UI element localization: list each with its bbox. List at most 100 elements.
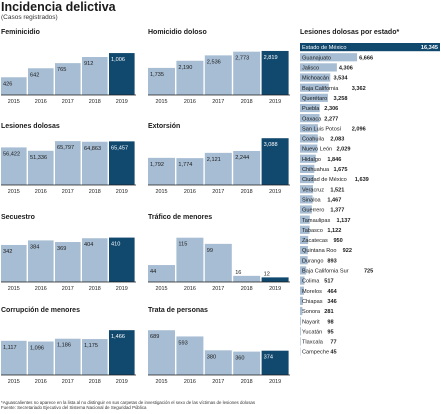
year-label-corrupcion-de-menores-2017: 2017 [62, 379, 74, 385]
state-label-tamaulipas: Tamaulipas [302, 218, 330, 224]
value-label-corrupcion-de-menores-2017: 1,186 [57, 343, 71, 349]
chart-title-homicidio-doloso: Homicidio doloso [148, 29, 207, 36]
year-label-trafico-de-menores-2017: 2017 [212, 286, 224, 292]
bar-secuestro-2017 [55, 242, 81, 283]
chart-title-lesiones-dolosas: Lesiones dolosas [1, 123, 60, 130]
year-label-secuestro-2019: 2019 [116, 286, 128, 292]
state-value-baja-california-sur: 725 [364, 269, 373, 275]
hbar-queretaro [300, 93, 328, 102]
value-label-trafico-de-menores-2017: 99 [207, 248, 213, 254]
hbar-michoacan [300, 73, 331, 82]
bar-homicidio-doloso-2018 [233, 51, 261, 95]
state-value-durango: 893 [327, 258, 336, 264]
hbar-sonora [300, 306, 303, 316]
year-label-extorsion-2019: 2019 [269, 189, 281, 195]
value-label-trafico-de-menores-2018: 16 [235, 270, 241, 276]
chart-title-trata-de-personas: Trata de personas [148, 307, 208, 314]
state-value-oaxaca: 2,277 [324, 116, 338, 122]
bar-corrupcion-de-menores-2019 [109, 330, 135, 375]
state-value-nayarit: 98 [327, 319, 333, 325]
bar-corrupcion-de-menores-2018 [82, 339, 108, 375]
page-subtitle: (Casos registrados) [1, 14, 58, 21]
state-value-queretaro: 3,258 [333, 96, 347, 102]
hbar-oaxaca [300, 114, 320, 123]
chart-title-extorsion: Extorsión [148, 123, 180, 130]
state-value-tlaxcala: 77 [330, 340, 336, 346]
hbar-sinaloa [300, 195, 313, 204]
year-label-trata-de-personas-2019: 2019 [269, 379, 281, 385]
hbar-coahuila [300, 134, 318, 143]
hbar-tabasco [300, 225, 310, 234]
bar-trata-de-personas-2017 [204, 350, 232, 375]
footnote-source: Fuente: Secretariado Ejecutivo del Siste… [1, 405, 147, 411]
value-label-trata-de-personas-2016: 593 [178, 340, 187, 346]
hbar-zacatecas [300, 235, 309, 245]
chart-title-corrupcion-de-menores: Corrupción de menores [1, 307, 80, 314]
bar-trata-de-personas-2018 [233, 351, 261, 375]
value-label-corrupcion-de-menores-2016: 1,096 [30, 345, 44, 351]
bar-lesiones-dolosas-2015 [1, 147, 27, 185]
bar-trata-de-personas-2016 [176, 336, 204, 375]
bar-trafico-de-menores-2017 [204, 243, 232, 282]
hbar-baja-california-sur [300, 266, 307, 275]
bar-corrupcion-de-menores-2016 [28, 341, 54, 375]
hbar-baja-california [300, 83, 329, 92]
hbar-nayarit [300, 317, 301, 326]
bar-trafico-de-menores-2019 [261, 277, 289, 282]
bar-feminicidio-2018 [82, 57, 108, 95]
hbar-morelos [300, 286, 304, 295]
value-label-trata-de-personas-2017: 380 [207, 354, 216, 360]
hbar-durango [300, 256, 308, 265]
value-label-corrupcion-de-menores-2015: 1,117 [3, 345, 17, 351]
year-label-feminicidio-2017: 2017 [62, 99, 74, 105]
value-label-trata-de-personas-2019: 374 [264, 355, 273, 361]
year-label-feminicidio-2018: 2018 [89, 99, 101, 105]
page-title: Incidencia delictiva [1, 0, 116, 14]
bar-feminicidio-2017 [55, 63, 81, 95]
bar-corrupcion-de-menores-2017 [55, 338, 81, 375]
chart-title-trafico-de-menores: Tráfico de menores [148, 214, 212, 221]
state-value-ciudad-de-mexico: 1,639 [355, 177, 369, 183]
year-label-corrupcion-de-menores-2015: 2015 [8, 379, 20, 385]
year-label-secuestro-2018: 2018 [89, 286, 101, 292]
state-value-chihuahua: 1,675 [333, 167, 347, 173]
year-label-trafico-de-menores-2019: 2019 [269, 286, 281, 292]
year-label-trafico-de-menores-2018: 2018 [241, 286, 253, 292]
value-label-lesiones-dolosas-2019: 65,457 [111, 145, 128, 151]
value-label-extorsion-2016: 1,774 [178, 162, 192, 168]
value-label-trafico-de-menores-2016: 115 [178, 242, 187, 248]
state-value-coahuila: 2,083 [330, 137, 344, 143]
state-label-guanajuato: Guanajuato [302, 55, 331, 61]
hbar-hidalgo [300, 154, 316, 163]
year-label-homicidio-doloso-2016: 2016 [184, 99, 196, 105]
year-label-lesiones-dolosas-2019: 2019 [116, 189, 128, 195]
hbar-quintana-roo [300, 246, 308, 255]
state-label-san-luis-potosi: San Luis Potosí [302, 126, 342, 132]
year-label-trafico-de-menores-2016: 2016 [184, 286, 196, 292]
value-label-lesiones-dolosas-2017: 65,797 [57, 145, 74, 151]
year-label-secuestro-2016: 2016 [35, 286, 47, 292]
bar-lesiones-dolosas-2019 [109, 141, 135, 185]
footnote: *Aguascalientes no aparece en la lista a… [1, 400, 441, 410]
value-label-secuestro-2016: 384 [30, 244, 39, 250]
state-label-campeche: Campeche [302, 350, 329, 356]
state-label-jalisco: Jalisco [302, 66, 319, 72]
hbar-chiapas [300, 296, 303, 305]
state-label-nayarit: Nayarit [302, 319, 320, 325]
state-label-chihuahua: Chihuahua [302, 167, 330, 173]
state-label-tabasco: Tabasco [302, 228, 323, 234]
state-label-chiapas: Chiapas [302, 299, 323, 305]
year-label-corrupcion-de-menores-2016: 2016 [35, 379, 47, 385]
value-label-trafico-de-menores-2015: 44 [150, 269, 156, 275]
state-label-puebla: Puebla [302, 106, 320, 112]
year-label-trata-de-personas-2017: 2017 [212, 379, 224, 385]
value-label-feminicidio-2016: 642 [30, 72, 39, 78]
year-label-trata-de-personas-2015: 2015 [156, 379, 168, 385]
bar-feminicidio-2019 [109, 53, 135, 95]
hbar-tlaxcala [300, 337, 301, 346]
value-label-secuestro-2017: 369 [57, 246, 66, 252]
state-value-guanajuato: 6,666 [359, 55, 373, 61]
hbar-nuevo-leon [300, 144, 318, 153]
state-label-coahuila: Coahuila [302, 137, 325, 143]
state-value-nuevo-leon: 2,029 [337, 147, 351, 153]
